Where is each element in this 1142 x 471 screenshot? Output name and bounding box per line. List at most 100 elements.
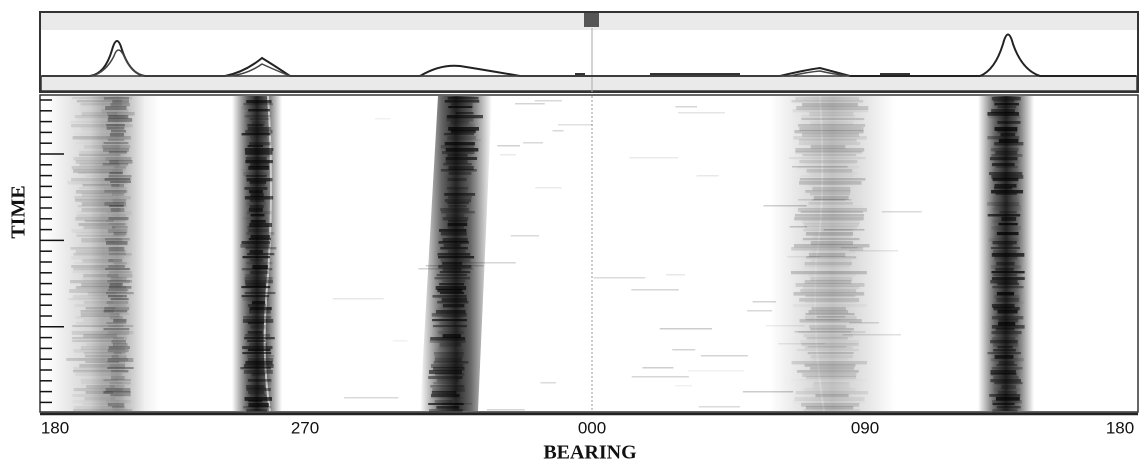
streak — [810, 367, 855, 370]
streak — [105, 400, 131, 404]
streak — [445, 160, 468, 164]
streak — [81, 202, 124, 206]
streak — [249, 136, 268, 139]
streak — [107, 331, 134, 335]
streak — [113, 337, 127, 340]
streak — [83, 226, 116, 229]
streak — [82, 184, 120, 187]
streak — [813, 235, 852, 238]
streak — [111, 226, 128, 229]
streak — [101, 109, 129, 113]
streak — [243, 406, 272, 409]
cursor-handle[interactable] — [584, 13, 599, 27]
streak — [252, 301, 266, 305]
noise — [881, 211, 922, 213]
streak — [108, 217, 129, 221]
streak — [799, 178, 866, 181]
streak — [246, 262, 273, 265]
noise — [675, 385, 692, 387]
noise — [593, 277, 646, 279]
streak — [791, 361, 868, 365]
streak — [436, 274, 468, 277]
streak — [810, 241, 854, 245]
streak — [78, 154, 121, 157]
streak — [68, 298, 127, 301]
streak — [795, 151, 863, 154]
streak — [71, 97, 132, 100]
streak — [994, 295, 1020, 299]
streak — [443, 133, 475, 136]
streak — [811, 307, 846, 311]
streak — [448, 172, 472, 175]
streak — [987, 112, 1019, 116]
streak — [434, 307, 468, 310]
streak — [111, 376, 125, 380]
streak — [107, 289, 129, 292]
streak — [86, 175, 115, 177]
streak — [247, 154, 271, 158]
streak — [991, 337, 1016, 341]
streak — [251, 139, 268, 142]
streak — [993, 100, 1015, 103]
noise — [499, 154, 516, 156]
streak — [73, 268, 130, 271]
streak — [430, 397, 466, 399]
streak — [995, 328, 1015, 331]
noise — [535, 187, 562, 189]
streak — [108, 175, 132, 178]
streak — [808, 184, 847, 187]
streak — [447, 136, 476, 140]
streak — [246, 232, 275, 235]
streak — [80, 346, 125, 350]
streak — [108, 250, 127, 253]
streak — [428, 370, 463, 374]
streak — [448, 166, 474, 170]
streak — [82, 259, 114, 263]
streak — [103, 328, 130, 331]
weak-track — [90, 96, 145, 411]
streak — [992, 343, 1019, 347]
streak — [804, 364, 856, 367]
streak — [86, 385, 115, 389]
streak — [990, 373, 1017, 376]
streak — [77, 172, 123, 175]
streak — [442, 316, 463, 319]
streak — [74, 262, 130, 264]
streak — [988, 238, 1020, 242]
streak — [79, 163, 120, 167]
streak — [108, 325, 124, 328]
noise — [789, 226, 807, 228]
streak — [441, 151, 475, 155]
streak — [80, 139, 115, 141]
streak — [441, 298, 467, 302]
streak — [429, 409, 463, 413]
streak — [81, 238, 123, 242]
streak — [800, 289, 857, 293]
streak — [996, 232, 1019, 236]
streak — [77, 211, 118, 213]
streak — [431, 391, 457, 395]
streak — [106, 127, 125, 130]
streak — [810, 145, 846, 149]
streak — [812, 358, 848, 360]
streak — [991, 277, 1025, 280]
streak — [249, 205, 264, 209]
streak — [802, 238, 860, 241]
streak — [991, 325, 1025, 329]
streak — [81, 241, 116, 244]
streak — [443, 163, 472, 166]
streak — [79, 106, 116, 108]
noise — [332, 298, 384, 300]
streak — [107, 349, 129, 353]
streak — [997, 310, 1018, 314]
streak — [448, 205, 467, 208]
streak — [994, 235, 1022, 238]
streak — [245, 160, 273, 164]
streak — [803, 409, 860, 412]
streak — [810, 277, 853, 281]
streak — [244, 280, 273, 284]
streak — [246, 202, 266, 206]
streak — [248, 343, 268, 347]
streak — [988, 115, 1021, 119]
streak — [84, 301, 114, 304]
